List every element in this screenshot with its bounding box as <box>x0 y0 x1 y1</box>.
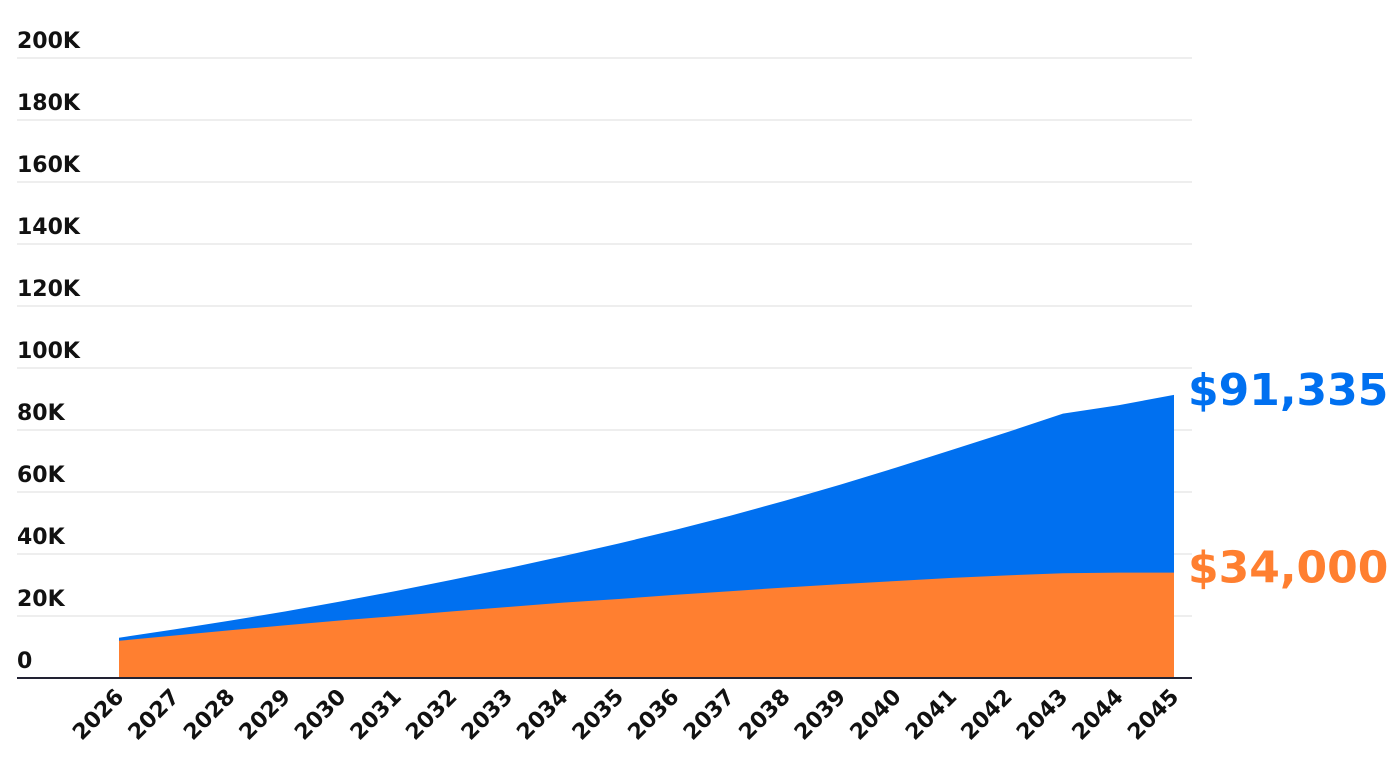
x-tick-label: 2038 <box>735 685 796 746</box>
y-tick-label: 80K <box>17 401 66 426</box>
y-tick-label: 160K <box>17 153 81 178</box>
x-tick-label: 2044 <box>1068 685 1129 746</box>
series-end-labels: $91,335 $34,000 <box>1188 365 1388 594</box>
x-tick-label: 2030 <box>290 685 351 746</box>
y-tick-label: 20K <box>17 587 66 612</box>
x-tick-label: 2032 <box>401 685 462 746</box>
y-tick-label: 180K <box>17 91 81 116</box>
x-tick-label: 2040 <box>846 685 907 746</box>
x-tick-label: 2037 <box>679 685 740 746</box>
x-tick-label: 2039 <box>790 685 851 746</box>
area-series <box>119 394 1174 678</box>
x-tick-label: 2026 <box>68 685 129 746</box>
x-tick-label: 2027 <box>124 685 185 746</box>
x-tick-label: 2031 <box>346 685 407 746</box>
y-tick-label: 60K <box>17 463 66 488</box>
y-tick-label: 0 <box>17 649 32 674</box>
y-tick-label: 120K <box>17 277 81 302</box>
x-tick-label: 2041 <box>901 685 962 746</box>
area-series-1 <box>119 572 1174 678</box>
x-axis-tick-labels: 2026202720282029203020312032203320342035… <box>68 685 1184 746</box>
gridlines <box>17 57 1192 617</box>
y-axis-tick-labels: 0 20K 40K 60K 80K 100K 120K 140K 160K 180K 200K <box>17 29 81 674</box>
x-tick-label: 2028 <box>179 685 240 746</box>
y-tick-label: 100K <box>17 339 81 364</box>
end-value-label: $91,335 <box>1188 365 1388 416</box>
y-tick-label: 40K <box>17 525 66 550</box>
x-tick-label: 2045 <box>1123 685 1184 746</box>
x-tick-label: 2034 <box>512 685 573 746</box>
end-value-label: $34,000 <box>1188 543 1388 594</box>
x-tick-label: 2035 <box>568 685 629 746</box>
x-tick-label: 2042 <box>957 685 1018 746</box>
x-tick-label: 2036 <box>624 685 685 746</box>
y-tick-label: 140K <box>17 215 81 240</box>
x-tick-label: 2029 <box>235 685 296 746</box>
x-tick-label: 2043 <box>1012 685 1073 746</box>
y-tick-label: 200K <box>17 29 81 54</box>
x-tick-label: 2033 <box>457 685 518 746</box>
